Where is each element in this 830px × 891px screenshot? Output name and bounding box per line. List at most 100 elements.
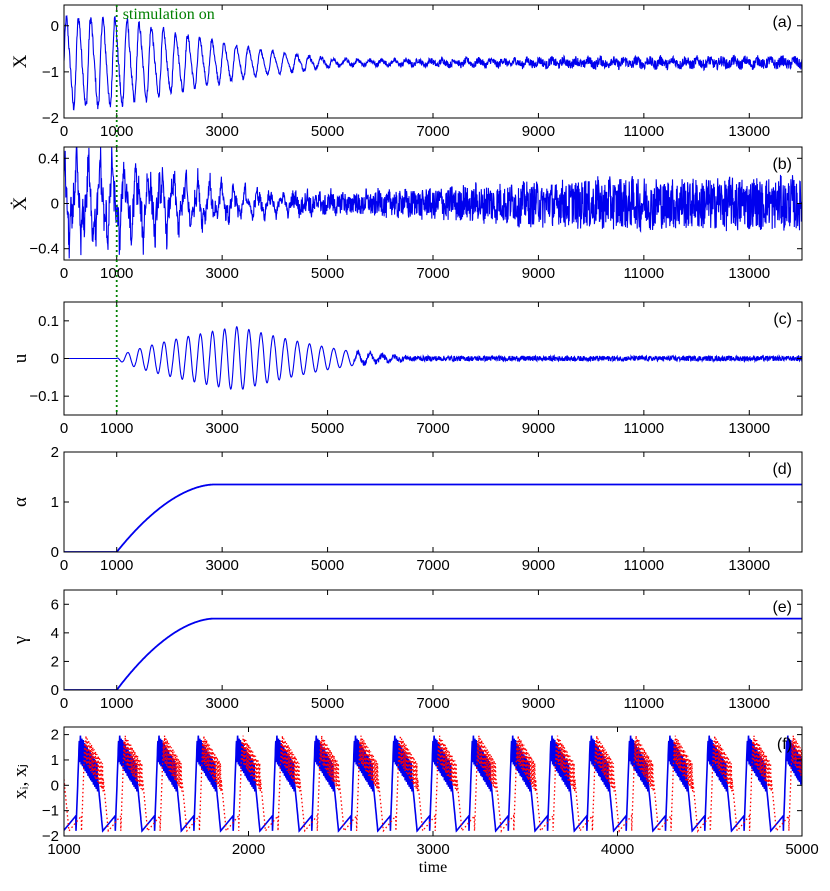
ytick-label-c-0: 0 (51, 351, 59, 368)
xtick-label-d-11000: 11000 (624, 557, 665, 574)
panel-label-f: (f) (777, 736, 792, 753)
plot-area-f (64, 735, 802, 834)
series-dX/dt-line (64, 147, 802, 259)
xtick-label-c-1000: 1000 (100, 420, 133, 437)
axes-frame-d (63, 451, 803, 553)
xtick-label-b-9000: 9000 (522, 265, 555, 282)
xtick-label-f-2000: 2000 (232, 841, 265, 858)
xtick-label-d-13000: 13000 (728, 557, 770, 574)
xtick-label-d-3000: 3000 (205, 557, 238, 574)
xtick-label-b-13000: 13000 (728, 265, 770, 282)
xtick-label-e-1000: 1000 (100, 695, 133, 712)
stimulation-annotation: stimulation on (123, 6, 215, 23)
ytick-label-c-0.1: 0.1 (38, 313, 59, 330)
xtick-label-a-3000: 3000 (205, 123, 238, 140)
xtick-label-e-5000: 5000 (311, 695, 344, 712)
ytick-label-f-2: 2 (51, 727, 59, 744)
ytick-label-f-1: 1 (51, 752, 59, 769)
xtick-label-c-11000: 11000 (624, 420, 665, 437)
ytick-label-a--2: −2 (42, 110, 59, 127)
ytick-label-d-2: 2 (51, 444, 59, 461)
xtick-label-b-7000: 7000 (416, 265, 449, 282)
xtick-label-a-13000: 13000 (728, 123, 770, 140)
series-X-line (64, 14, 802, 111)
series-x_i-line (64, 735, 802, 833)
series-alpha-line (64, 483, 802, 552)
series-x_j-line (64, 735, 802, 834)
xtick-label-c-0: 0 (60, 420, 68, 437)
panel-label-d: (d) (772, 461, 792, 478)
xtick-label-a-5000: 5000 (311, 123, 344, 140)
xtick-label-f-4000: 4000 (601, 841, 634, 858)
xtick-label-e-9000: 9000 (522, 695, 555, 712)
plot-area-c (64, 325, 802, 390)
xtick-label-a-7000: 7000 (416, 123, 449, 140)
ytick-label-f--2: −2 (42, 828, 59, 845)
series-u-line (64, 325, 802, 390)
xtick-label-e-0: 0 (60, 695, 68, 712)
xtick-label-c-3000: 3000 (205, 420, 238, 437)
ytick-label-e-0: 0 (51, 682, 59, 699)
xtick-label-c-13000: 13000 (728, 420, 770, 437)
xtick-label-e-3000: 3000 (205, 695, 238, 712)
xtick-label-e-13000: 13000 (728, 695, 770, 712)
panel-a: 0 1000 3000 5000 7000 9000 11000 13000−2−10X(a) (10, 4, 803, 140)
xtick-label-b-0: 0 (60, 265, 68, 282)
xtick-label-c-5000: 5000 (311, 420, 344, 437)
xtick-label-b-3000: 3000 (205, 265, 238, 282)
xtick-label-b-5000: 5000 (311, 265, 344, 282)
axes-frame-e (63, 589, 803, 691)
xtick-label-f-1000: 1000 (47, 841, 80, 858)
panel-e: 0 1000 3000 5000 7000 9000 11000 13000 0 2 4 6 γ (e) (10, 589, 803, 712)
ytick-label-d-0: 0 (51, 544, 59, 561)
xtick-label-d-5000: 5000 (311, 557, 344, 574)
ylabel-f: xᵢ, xⱼ (10, 764, 31, 799)
ylabel-a: X (10, 54, 31, 68)
panel-b: 0 1000 3000 5000 7000 9000 11000 13000−0.400.4Ẋ… (10, 146, 803, 282)
ytick-label-c--0.1: −0.1 (29, 388, 59, 405)
ylabel-c: u (10, 353, 31, 363)
ytick-label-d-1: 1 (51, 494, 59, 511)
ylabel-b: Ẋ (10, 196, 31, 210)
series-gamma-line (64, 617, 802, 690)
ytick-label-f--1: −1 (42, 803, 59, 820)
xtick-label-f-5000: 5000 (785, 841, 818, 858)
xtick-label-b-11000: 11000 (624, 265, 665, 282)
xtick-label-e-11000: 11000 (624, 695, 665, 712)
xlabel-f: time (419, 859, 447, 876)
xtick-label-d-0: 0 (60, 557, 68, 574)
ytick-label-b--0.4: −0.4 (29, 241, 59, 258)
panel-c: 0 1000 3000 5000 7000 9000 11000 13000−0.100.1u… (10, 301, 803, 437)
plot-area-a (64, 14, 802, 111)
panel-label-a: (a) (772, 14, 792, 31)
panel-d: 0 1000 3000 5000 7000 9000 11000 13000 0 1 2 α (d) (10, 444, 803, 574)
xtick-label-a-11000: 11000 (624, 123, 665, 140)
plot-area-b (64, 147, 802, 259)
ylabel-d: α (10, 497, 31, 507)
xtick-label-e-7000: 7000 (416, 695, 449, 712)
plot-area-e (64, 617, 802, 690)
xtick-label-d-1000: 1000 (100, 557, 133, 574)
ytick-label-a-0: 0 (51, 18, 59, 35)
ytick-label-e-6: 6 (51, 596, 59, 613)
xtick-label-a-0: 0 (60, 123, 68, 140)
xtick-label-d-7000: 7000 (416, 557, 449, 574)
ytick-label-b-0.4: 0.4 (38, 150, 59, 167)
xtick-label-a-9000: 9000 (522, 123, 555, 140)
ytick-label-f-0: 0 (51, 777, 59, 794)
xtick-label-b-1000: 1000 (100, 265, 133, 282)
xtick-label-c-7000: 7000 (416, 420, 449, 437)
panel-label-e: (e) (772, 599, 792, 616)
ytick-label-b-0: 0 (51, 196, 59, 213)
panel-label-c: (c) (773, 311, 792, 328)
ylabel-e: γ (10, 636, 31, 645)
ytick-label-a--1: −1 (42, 64, 59, 81)
panel-label-b: (b) (772, 156, 792, 173)
plot-area-d (64, 483, 802, 552)
panel-f: 1000 2000 3000 4000 5000 −2 −1 0 1 2 xᵢ, xⱼ (f) time (10, 726, 819, 876)
ytick-label-e-2: 2 (51, 653, 59, 670)
xtick-label-c-9000: 9000 (522, 420, 555, 437)
xtick-label-f-3000: 3000 (416, 841, 449, 858)
xtick-label-d-9000: 9000 (522, 557, 555, 574)
